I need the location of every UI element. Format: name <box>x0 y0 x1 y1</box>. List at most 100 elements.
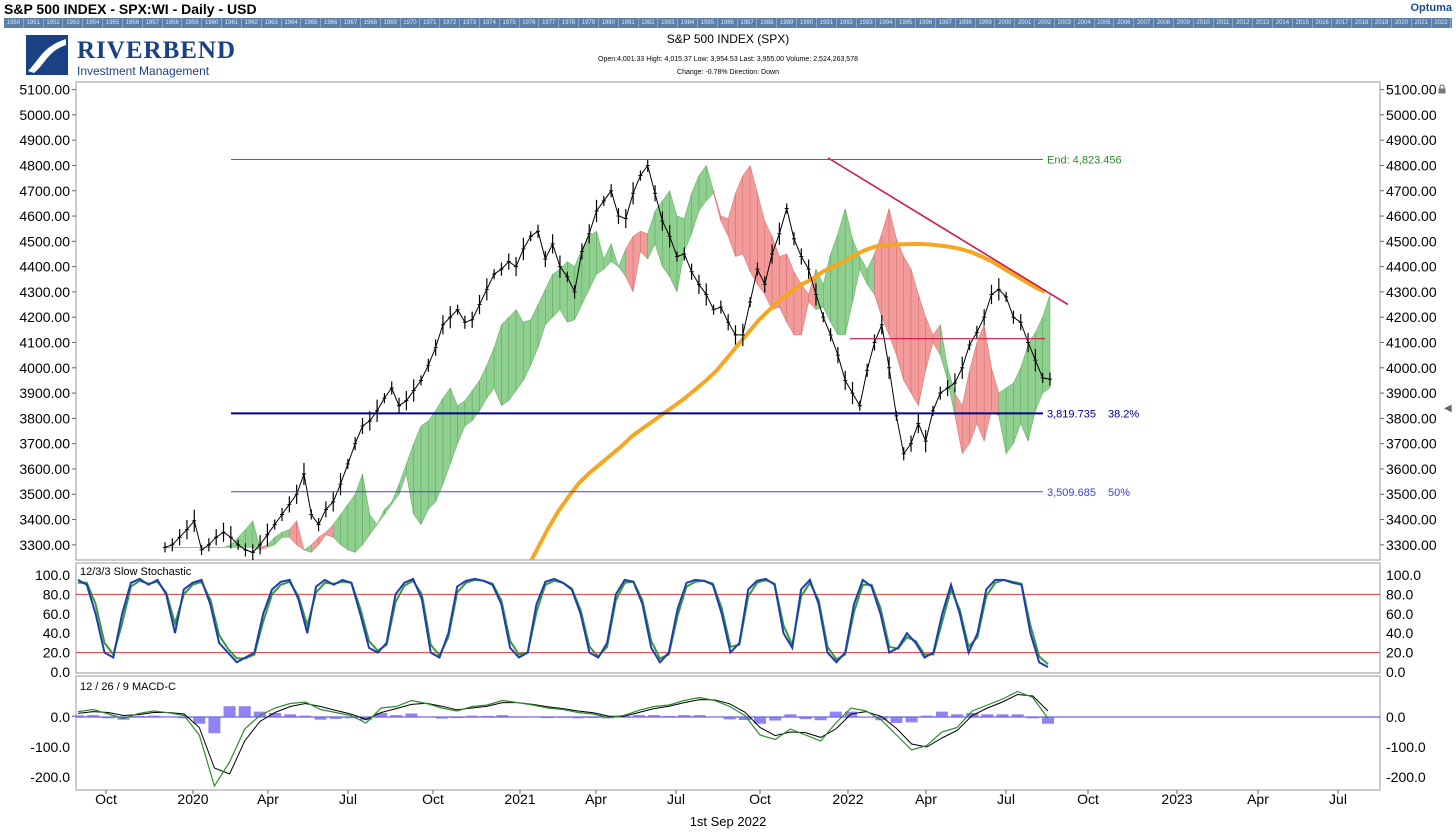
year-strip-item[interactable]: 2000 <box>995 18 1016 28</box>
macd-histogram-bar <box>541 717 554 719</box>
year-strip-item[interactable]: 1966 <box>321 18 342 28</box>
year-strip-item[interactable]: 1958 <box>163 18 183 28</box>
year-strip-item[interactable]: 1968 <box>361 18 381 28</box>
year-strip-item[interactable]: 2019 <box>1372 18 1392 28</box>
year-strip-item[interactable]: 1981 <box>619 18 639 28</box>
y-tick-label-right: 4900.00 <box>1386 132 1437 148</box>
cloud-segment <box>852 238 861 303</box>
year-strip-item[interactable]: 1996 <box>916 18 936 28</box>
year-strip-item[interactable]: 1959 <box>182 18 203 28</box>
year-strip-item[interactable]: 2009 <box>1174 18 1194 28</box>
cloud-segment <box>596 231 605 275</box>
year-strip-item[interactable]: 2017 <box>1332 18 1353 28</box>
year-strip-item[interactable]: 1965 <box>301 18 322 28</box>
year-strip-item[interactable]: 2018 <box>1352 18 1373 28</box>
cloud-segment <box>837 208 846 336</box>
year-strip-item[interactable]: 1950 <box>4 18 24 28</box>
year-strip-item[interactable]: 1992 <box>837 18 857 28</box>
cloud-segment <box>684 193 692 252</box>
year-strip-item[interactable]: 1975 <box>500 18 520 28</box>
year-strip-item[interactable]: 1984 <box>678 18 698 28</box>
year-navigation-strip[interactable]: 1950 1951 1952 1953 1954 1955 1956 1957 1958 1959… <box>4 18 1452 28</box>
year-strip-item[interactable]: 2007 <box>1134 18 1155 28</box>
year-strip-item[interactable]: 1997 <box>936 18 956 28</box>
year-strip-item[interactable]: 1974 <box>480 18 500 28</box>
year-strip-item[interactable]: 1995 <box>896 18 917 28</box>
year-strip-item[interactable]: 1976 <box>520 18 540 28</box>
year-strip-item[interactable]: 1982 <box>639 18 659 28</box>
year-strip-item[interactable]: 1998 <box>956 18 976 28</box>
year-strip-item[interactable]: 1979 <box>579 18 599 28</box>
year-strip-item[interactable]: 1986 <box>718 18 738 28</box>
year-strip-item[interactable]: 1990 <box>797 18 817 28</box>
cloud-segment <box>318 531 327 546</box>
year-strip-item[interactable]: 1972 <box>440 18 461 28</box>
year-strip-item[interactable]: 2020 <box>1392 18 1412 28</box>
year-strip-item[interactable]: 1973 <box>460 18 480 28</box>
year-strip-item[interactable]: 2016 <box>1313 18 1333 28</box>
year-strip-item[interactable]: 1983 <box>658 18 679 28</box>
y-tick-label-left: 3300.00 <box>19 537 70 553</box>
cloud-segment <box>369 513 378 536</box>
year-strip-item[interactable]: 1993 <box>857 18 877 28</box>
year-strip-item[interactable]: 2015 <box>1293 18 1313 28</box>
year-strip-item[interactable]: 1970 <box>401 18 421 28</box>
year-strip-item[interactable]: 1951 <box>24 18 44 28</box>
y-tick-label-right: 4200.00 <box>1386 309 1437 325</box>
year-strip-item[interactable]: 2006 <box>1114 18 1135 28</box>
year-strip-item[interactable]: 2004 <box>1075 18 1095 28</box>
year-strip-item[interactable]: 1994 <box>876 18 897 28</box>
year-strip-item[interactable]: 1991 <box>817 18 837 28</box>
year-strip-item[interactable]: 2021 <box>1412 18 1432 28</box>
year-strip-item[interactable]: 2012 <box>1233 18 1254 28</box>
year-strip-item[interactable]: 1988 <box>757 18 778 28</box>
macd-histogram-bar <box>920 715 933 717</box>
year-strip-item[interactable]: 2010 <box>1194 18 1214 28</box>
year-strip-item[interactable]: 1980 <box>599 18 619 28</box>
lock-icon[interactable] <box>1437 84 1447 94</box>
macd-histogram-bar <box>147 715 160 717</box>
year-strip-item[interactable]: 1964 <box>282 18 302 28</box>
macd-histogram-bar <box>799 717 812 720</box>
x-axis-label: Jul <box>339 791 357 807</box>
year-strip-item[interactable]: 1954 <box>83 18 104 28</box>
year-strip-item[interactable]: 1962 <box>242 18 262 28</box>
year-strip-item[interactable]: 1969 <box>381 18 401 28</box>
macd-histogram-bar <box>557 717 569 718</box>
year-strip-item[interactable]: 2002 <box>1035 18 1055 28</box>
year-strip-item[interactable]: 1967 <box>341 18 361 28</box>
year-strip-item[interactable]: 1987 <box>738 18 758 28</box>
macd-histogram-bar <box>87 715 100 717</box>
year-strip-item[interactable]: 2022 <box>1432 18 1452 28</box>
year-strip-item[interactable]: 2014 <box>1273 18 1293 28</box>
year-strip-item[interactable]: 1977 <box>539 18 560 28</box>
year-strip-item[interactable]: 2001 <box>1015 18 1036 28</box>
year-strip-item[interactable]: 1961 <box>222 18 242 28</box>
year-strip-item[interactable]: 1963 <box>262 18 282 28</box>
year-strip-item[interactable]: 1978 <box>559 18 580 28</box>
cloud-segment <box>925 317 934 371</box>
x-axis-label: Apr <box>915 791 937 807</box>
scroll-right-icon[interactable]: ◀ <box>1444 403 1452 414</box>
year-strip-item[interactable]: 1953 <box>63 18 84 28</box>
year-strip-item[interactable]: 1957 <box>143 18 163 28</box>
year-strip-item[interactable]: 1971 <box>420 18 441 28</box>
year-strip-item[interactable]: 1999 <box>976 18 996 28</box>
year-strip-item[interactable]: 2008 <box>1154 18 1174 28</box>
cloud-segment <box>391 484 400 506</box>
year-strip-item[interactable]: 1960 <box>202 18 223 28</box>
year-strip-item[interactable]: 2005 <box>1095 18 1115 28</box>
fib-level-pct: 38.2% <box>1108 408 1139 420</box>
year-strip-item[interactable]: 1985 <box>698 18 718 28</box>
year-strip-item[interactable]: 2011 <box>1214 18 1234 28</box>
x-axis-label: Jul <box>1329 791 1347 807</box>
year-strip-item[interactable]: 2003 <box>1055 18 1075 28</box>
year-strip-item[interactable]: 2013 <box>1253 18 1273 28</box>
x-axis-label: Apr <box>1247 791 1269 807</box>
year-strip-item[interactable]: 1952 <box>44 18 64 28</box>
year-strip-item[interactable]: 1956 <box>123 18 143 28</box>
year-strip-item[interactable]: 1989 <box>777 18 798 28</box>
macd-histogram-bar <box>253 711 266 717</box>
year-strip-item[interactable]: 1955 <box>103 18 123 28</box>
